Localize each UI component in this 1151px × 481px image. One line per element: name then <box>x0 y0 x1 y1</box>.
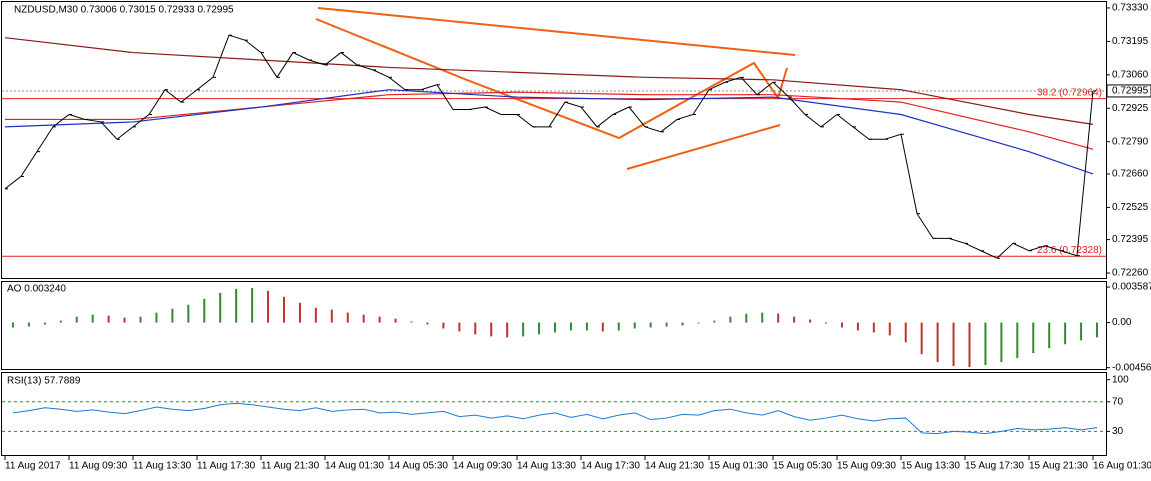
x-tick-label: 15 Aug 05:30 <box>773 461 832 472</box>
x-tick-label: 15 Aug 21:30 <box>1029 461 1088 472</box>
y-tick-label: 0.72395 <box>1112 234 1149 245</box>
rsi-frame <box>1 372 1107 456</box>
x-tick-label: 14 Aug 05:30 <box>389 461 448 472</box>
moving-average <box>4 89 1094 175</box>
y-tick-label: 0.73195 <box>1112 36 1149 47</box>
x-tick-label: 11 Aug 21:30 <box>261 461 320 472</box>
y-tick-label: 30 <box>1112 426 1124 437</box>
y-tick-label: 70 <box>1112 396 1124 407</box>
price-title: NZDUSD,M30 0.73006 0.73015 0.72933 0.729… <box>14 5 234 16</box>
x-tick-label: 15 Aug 01:30 <box>709 461 768 472</box>
trend-line <box>317 7 796 56</box>
x-tick-label: 14 Aug 13:30 <box>517 461 576 472</box>
x-tick-label: 15 Aug 17:30 <box>965 461 1024 472</box>
y-tick-label: 0.73330 <box>1112 3 1149 14</box>
x-tick-label: 11 Aug 09:30 <box>69 461 128 472</box>
x-tick-label: 11 Aug 13:30 <box>133 461 192 472</box>
rsi-title: RSI(13) 57.7889 <box>7 376 81 387</box>
x-tick-label: 15 Aug 09:30 <box>837 461 896 472</box>
current-price-box <box>1106 84 1151 98</box>
y-tick-label: 0.72260 <box>1112 268 1149 279</box>
moving-average <box>5 91 1094 150</box>
y-tick-label: 0.72660 <box>1112 169 1149 180</box>
x-tick-label: 11 Aug 2017 <box>5 461 61 472</box>
y-tick-label: 0.73060 <box>1112 69 1149 80</box>
x-tick-label: 14 Aug 01:30 <box>325 461 384 472</box>
x-tick-label: 14 Aug 09:30 <box>453 461 512 472</box>
y-tick-label: 0.72525 <box>1112 202 1149 213</box>
y-tick-label: 100 <box>1112 374 1129 385</box>
ao-frame <box>1 281 1107 370</box>
current-price-label: 0.72995 <box>1112 86 1149 97</box>
y-tick-label: 0.00 <box>1112 317 1132 328</box>
x-tick-label: 14 Aug 17:30 <box>581 461 640 472</box>
y-tick-label: 0.72790 <box>1112 136 1149 147</box>
trend-line <box>626 124 781 170</box>
fib-level-label: 23.6 (0.72328) <box>1037 245 1102 256</box>
price-frame <box>1 1 1107 279</box>
fib-level-label: 38.2 (0.72964) <box>1037 87 1102 98</box>
x-tick-label: 15 Aug 13:30 <box>901 461 960 472</box>
x-tick-label: 16 Aug 01:30 <box>1093 461 1151 472</box>
rsi-line <box>12 402 1098 435</box>
y-tick-label: 0.72925 <box>1112 103 1149 114</box>
y-tick-label: -0.004567 <box>1112 362 1151 373</box>
y-tick-label: 0.003587 <box>1112 282 1151 293</box>
x-tick-label: 14 Aug 21:30 <box>645 461 704 472</box>
moving-average <box>4 37 1094 125</box>
ao-title: AO 0.003240 <box>7 284 66 295</box>
x-tick-label: 11 Aug 17:30 <box>197 461 256 472</box>
